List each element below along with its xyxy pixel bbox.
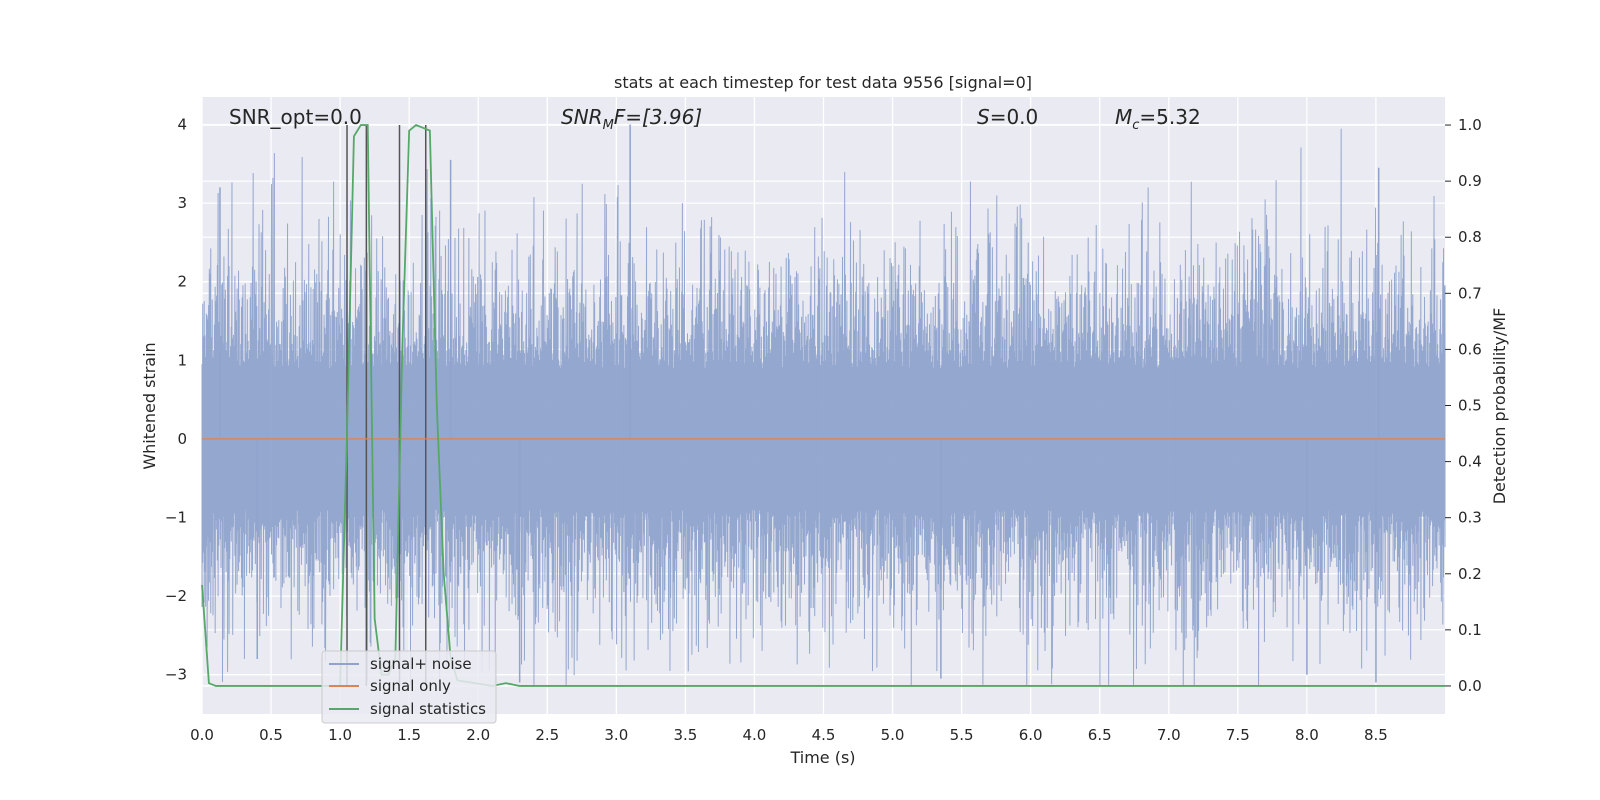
y-left-tick-label: −3: [165, 666, 187, 684]
y-right-tick-label: 0.7: [1458, 284, 1482, 302]
annotation-snr-opt: SNR_opt=0.0: [229, 105, 362, 129]
x-tick-label: 4.0: [743, 726, 767, 744]
x-tick-label: 6.0: [1019, 726, 1043, 744]
x-tick-label: 1.0: [328, 726, 352, 744]
y-left-tick-label: 1: [177, 351, 187, 369]
annotation-snr-mf-main: SNR: [561, 105, 603, 129]
x-tick-label: 6.5: [1088, 726, 1112, 744]
y-right-tick-label: 0.5: [1458, 397, 1482, 415]
annotation-snr-mf-rest: F=[3.96]: [614, 105, 702, 129]
y-right-tick-label: 0.8: [1458, 228, 1482, 246]
legend-box: [321, 650, 497, 724]
y-right-tick-label: 0.3: [1458, 509, 1482, 527]
annotation-mc-rest: =5.32: [1139, 105, 1200, 129]
x-axis-ticks: 0.0 0.5 1.0 1.5 2.0 2.5 3.0 3.5 4.0 4.5 5.0 5.5 6.0 6…: [190, 726, 1388, 744]
x-tick-label: 3.0: [604, 726, 628, 744]
y-right-tick-label: 0.4: [1458, 453, 1482, 471]
chart-title: stats at each timestep for test data 955…: [614, 73, 1032, 92]
legend: signal+ noise signal only signal statist…: [321, 650, 497, 724]
x-tick-label: 2.0: [466, 726, 490, 744]
y-left-tick-label: 4: [177, 116, 187, 134]
x-axis-label: Time (s): [789, 748, 855, 767]
y-right-tick-label: 0.2: [1458, 565, 1482, 583]
x-tick-label: 8.0: [1295, 726, 1319, 744]
y-left-tick-label: 0: [177, 430, 187, 448]
annotation-snr-mf-sub: M: [603, 118, 614, 133]
x-tick-label: 8.5: [1364, 726, 1388, 744]
y-axis-left-ticks: 4 3 2 1 0 −1 −2 −3: [165, 116, 187, 684]
legend-label-signal-only: signal only: [370, 677, 451, 695]
x-tick-label: 5.5: [950, 726, 974, 744]
legend-label-signal-statistics: signal statistics: [370, 700, 486, 718]
x-tick-label: 5.0: [881, 726, 905, 744]
y-left-tick-label: 3: [177, 194, 187, 212]
y-left-tick-label: 2: [177, 273, 187, 291]
y-left-tick-label: −1: [165, 509, 187, 527]
y-left-tick-label: −2: [165, 587, 187, 605]
x-tick-label: 0.5: [259, 726, 283, 744]
signal-plus-noise-line: [201, 128, 1446, 687]
x-tick-label: 2.5: [535, 726, 559, 744]
annotation-s-rest: =0.0: [990, 105, 1039, 129]
annotation-mc-main: M: [1115, 105, 1132, 129]
y-right-tick-label: 1.0: [1458, 116, 1482, 134]
x-tick-label: 3.5: [673, 726, 697, 744]
y-axis-right-ticks: 1.0 0.9 0.8 0.7 0.6 0.5 0.4 0.3 0.2 0.1 0.0: [1445, 116, 1482, 695]
annotation-mc-sub: c: [1132, 118, 1139, 133]
y-right-tick-label: 0.1: [1458, 621, 1482, 639]
y-right-tick-label: 0.0: [1458, 677, 1482, 695]
y-axis-left-label: Whitened strain: [140, 342, 159, 469]
x-tick-label: 7.5: [1226, 726, 1250, 744]
annotation-s: S=0.0: [977, 105, 1038, 129]
x-tick-label: 4.5: [812, 726, 836, 744]
signal-plus-noise-series: [201, 124, 1446, 687]
x-tick-label: 7.0: [1157, 726, 1181, 744]
annotation-mc: Mc=5.32: [1115, 105, 1201, 133]
x-tick-label: 0.0: [190, 726, 214, 744]
legend-label-signal-noise: signal+ noise: [370, 655, 472, 673]
y-right-tick-label: 0.6: [1458, 340, 1482, 358]
x-tick-label: 1.5: [397, 726, 421, 744]
annotation-s-main: S: [977, 105, 990, 129]
y-right-tick-label: 0.9: [1458, 172, 1482, 190]
annotation-snr-mf: SNRMF=[3.96]: [561, 105, 702, 133]
y-axis-right-label: Detection probability/MF: [1490, 308, 1509, 505]
